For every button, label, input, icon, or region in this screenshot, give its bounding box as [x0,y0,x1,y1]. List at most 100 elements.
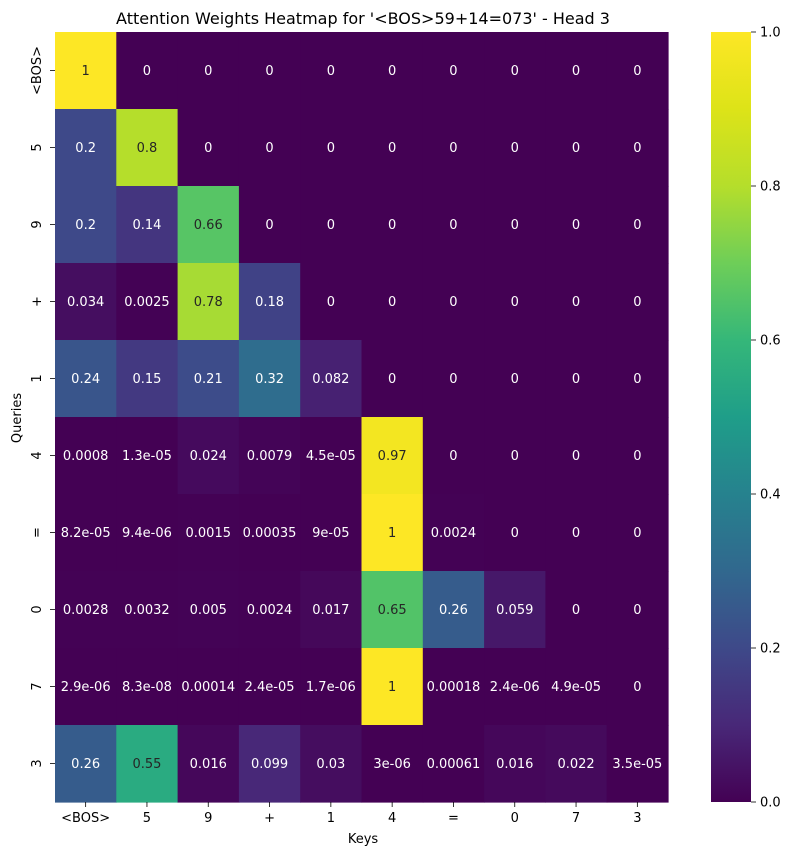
heatmap-cell [606,648,669,726]
heatmap-cell [422,109,485,187]
heatmap-cell [361,725,424,803]
heatmap-cell [606,494,669,572]
cell-value-label: 0.00018 [427,680,481,695]
heatmap-cell [484,340,546,418]
heatmap-cell [177,494,240,572]
y-tick-label: 9 [30,220,45,228]
heatmap-cell [300,648,363,726]
heatmap-cell [177,186,240,264]
cell-value-label: 0.66 [194,218,223,233]
heatmap-cell [55,32,117,110]
heatmap-cell [238,263,301,341]
cell-value-label: 1 [388,526,396,541]
cell-value-label: 0.0024 [247,603,293,618]
cell-value-label: 0.0028 [63,603,109,618]
heatmap-cell [177,571,240,649]
heatmap-cell [300,340,363,418]
y-tick-label: + [30,296,45,307]
heatmap-cell [545,648,608,726]
heatmap-cell [238,32,301,110]
cell-value-label: 0 [633,449,641,464]
heatmap-cell [238,417,301,495]
cell-value-label: 0 [449,64,457,79]
colorbar [711,32,751,802]
cell-annotations: 1 0 0 0 0 0 0 0 0 0 0.2 0.8 0 0 0 0 0 0 0 0 0.2 0.14 0.66 0 0 0 0 0… [61,64,663,772]
cell-value-label: 0.21 [194,372,223,387]
y-tick-label: 3 [30,759,45,767]
heatmap-cell [361,417,424,495]
heatmap-cell [300,32,363,110]
heatmap-cell [422,648,485,726]
cell-value-label: 0.005 [190,603,227,618]
cell-value-label: 0.016 [190,757,227,772]
cell-value-label: 0.8 [137,141,158,156]
heatmap-cell [606,186,669,264]
heatmap-cell [484,109,546,187]
cell-value-label: 0 [204,141,212,156]
cell-value-label: 0 [511,218,519,233]
x-tick-label: 3 [633,811,641,826]
heatmap-cell [238,571,301,649]
cell-value-label: 0 [511,372,519,387]
heatmap-cell [300,186,363,264]
colorbar-tick-label: 0.4 [760,488,781,503]
cell-value-label: 0.00014 [181,680,235,695]
heatmap-cell [606,340,669,418]
cell-value-label: 0 [511,64,519,79]
cell-value-label: 0 [327,64,335,79]
cell-value-label: 0 [511,449,519,464]
heatmap-cell [177,725,240,803]
heatmap-cell [361,109,424,187]
heatmap-cell [361,32,424,110]
cell-value-label: 0.26 [71,757,100,772]
cell-value-label: 0.0008 [63,449,109,464]
cell-value-label: 0.024 [190,449,227,464]
cell-value-label: 0 [633,526,641,541]
heatmap-cell [55,725,117,803]
heatmap-cell [55,186,117,264]
heatmap-cell [484,648,546,726]
heatmap-cell [177,340,240,418]
heatmap-cells [55,32,669,803]
x-tick-label: 5 [143,811,151,826]
cell-value-label: 0.022 [557,757,594,772]
cell-value-label: 0 [388,141,396,156]
cell-value-label: 0 [449,218,457,233]
cell-value-label: 0.32 [255,372,284,387]
cell-value-label: 0 [633,372,641,387]
cell-value-label: 1 [388,680,396,695]
heatmap-cell [606,109,669,187]
cell-value-label: 0 [449,449,457,464]
cell-value-label: 0 [633,603,641,618]
x-tick-label: = [448,811,459,826]
heatmap-cell [238,648,301,726]
cell-value-label: 0 [327,295,335,310]
cell-value-label: 0.65 [378,603,407,618]
cell-value-label: 0 [388,218,396,233]
heatmap-cell [422,725,485,803]
cell-value-label: 0 [572,526,580,541]
heatmap-cell [484,417,546,495]
heatmap-cell [422,340,485,418]
cell-value-label: 0 [572,141,580,156]
heatmap-cell [116,340,179,418]
cell-value-label: 1.3e-05 [122,449,172,464]
cell-value-label: 0 [633,141,641,156]
heatmap-cell [300,263,363,341]
y-tick-label: 4 [30,451,45,459]
heatmap-cell [361,571,424,649]
heatmap-cell [116,648,179,726]
heatmap-cell [116,417,179,495]
cell-value-label: 2.9e-06 [61,680,111,695]
cell-value-label: 0.00061 [427,757,481,772]
cell-value-label: 0.0024 [431,526,477,541]
cell-value-label: 0 [572,295,580,310]
heatmap-cell [606,32,669,110]
heatmap-cell [300,725,363,803]
cell-value-label: 0 [388,372,396,387]
heatmap-cell [300,571,363,649]
cell-value-label: 0 [572,218,580,233]
cell-value-label: 0.0015 [186,526,232,541]
cell-value-label: 0 [143,64,151,79]
heatmap-cell [545,263,608,341]
